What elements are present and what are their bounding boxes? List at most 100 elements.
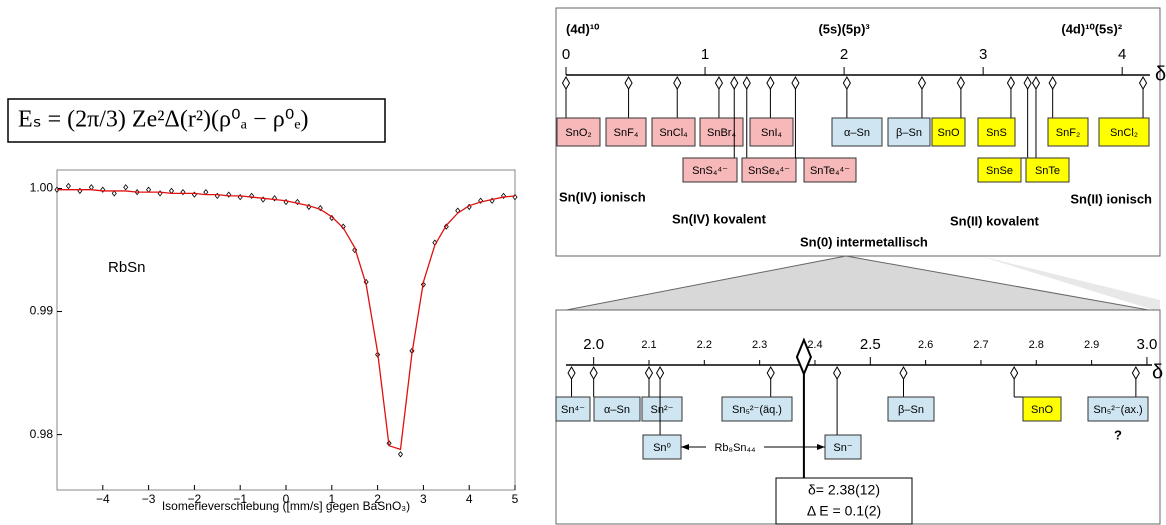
plot-frame: [56, 169, 516, 491]
compound-box: [699, 117, 744, 147]
compound-box: [977, 157, 1022, 183]
tick-label: 0: [562, 46, 570, 63]
compound-label: α–Sn: [604, 404, 630, 416]
configuration: (5s)(5p)³: [818, 21, 870, 36]
tick-label: 2.8: [1029, 339, 1044, 351]
compound-box: [749, 117, 794, 147]
compound-label: Sn⁻: [833, 442, 852, 454]
tick-label: 3.0: [1137, 336, 1158, 353]
formula-box: [7, 98, 386, 143]
compound-label: SnTe: [1035, 165, 1060, 177]
compound-box: [556, 117, 601, 147]
data-point: [65, 182, 71, 190]
x-tick-label: 0: [283, 492, 290, 506]
tick-label: 2.7: [973, 339, 988, 351]
fit-line: [57, 189, 516, 451]
x-tick-label: −3: [142, 492, 156, 506]
result-box: [775, 477, 913, 525]
x-tick-label: −1: [233, 492, 247, 506]
data-point: [272, 195, 278, 202]
x-tick-label: 4: [466, 492, 473, 506]
compound-box: [887, 396, 935, 422]
data-point: [397, 451, 404, 458]
compound-label: SnSe₄⁴⁻: [748, 165, 790, 177]
tick-label: 2.3: [752, 339, 767, 351]
compound-box: [1087, 396, 1149, 422]
data-point: [180, 189, 186, 196]
configuration: (4d)¹⁰(5s)²: [1061, 21, 1122, 36]
configuration: (4d)¹⁰: [566, 21, 600, 36]
data-point: [111, 190, 117, 197]
compound-box: [1047, 117, 1089, 147]
compound-box: [555, 396, 591, 422]
bridge-label: Rb₈Sn₄₄: [714, 442, 756, 454]
group-label: Sn(II) ionisch: [1070, 191, 1152, 206]
tick-label: 2.5: [860, 336, 881, 353]
tick-label: 2.1: [641, 339, 656, 351]
result-delta: δ= 2.38(12): [808, 482, 880, 498]
x-axis-label: Isomerieverschiebung ([mm/s] gegen BaSnO…: [162, 499, 410, 513]
zoom-edge: [555, 255, 847, 313]
zoom-band: [556, 256, 1160, 312]
compound-label: Sn⁰: [653, 442, 671, 454]
compound-box: [651, 117, 696, 147]
tick-label: 2.6: [918, 339, 933, 351]
compound-label: SnO: [1031, 404, 1053, 416]
compound-box: [642, 434, 682, 460]
x-tick-label: 5: [512, 492, 519, 506]
x-tick-label: 3: [420, 492, 427, 506]
compound-label: SnF₄: [614, 127, 639, 139]
tick-label: 2.9: [1084, 339, 1099, 351]
tick-label: 1: [701, 46, 709, 63]
tick-label: 2.2: [697, 339, 712, 351]
compound-label: SnTe₄⁴⁻: [810, 165, 850, 177]
compound-box: [977, 117, 1016, 147]
tick-label: 4: [1118, 46, 1126, 63]
data-point: [317, 205, 323, 212]
compound-box: [1098, 117, 1150, 147]
formula: Eₛ = (2π/3) Ze²Δ(r²)(ρ⁰ₐ − ρ⁰ₑ): [18, 107, 308, 133]
tick-label: 2.0: [583, 336, 604, 353]
x-tick-label: 1: [328, 492, 335, 506]
result-quadrupole: Δ E = 0.1(2): [807, 503, 881, 519]
y-tick-label: 0.98: [30, 427, 54, 441]
zoom-band: [980, 256, 1160, 312]
compound-box: [682, 157, 738, 183]
tick-label: 2: [840, 46, 848, 63]
y-tick-label: 0.99: [30, 304, 54, 318]
compound-label: Sn²⁻: [651, 404, 674, 416]
annotation: RbSn: [108, 259, 146, 276]
bridge-bg: [706, 440, 764, 456]
group-label: Sn(IV) ionisch: [559, 189, 646, 204]
axis-symbol: δ: [1152, 361, 1163, 383]
compound-label: SnO₂: [565, 127, 591, 139]
tick-label: 3: [979, 46, 987, 63]
question: ?: [1114, 427, 1122, 442]
compound-label: SnI₄: [761, 127, 783, 139]
zoom-edge: [845, 255, 1161, 313]
x-tick-label: −4: [96, 492, 110, 506]
x-tick-label: 2: [374, 492, 381, 506]
compound-label: Sn₅²⁻(ax.): [1093, 404, 1142, 416]
compound-label: SnF₂: [1056, 127, 1080, 139]
tick-label: 2.4: [807, 339, 822, 351]
compound-label: SnCl₄: [659, 127, 688, 139]
data-point: [123, 184, 129, 191]
x-tick-label: −2: [188, 492, 202, 506]
compound-label: SnS₄⁴⁻: [692, 165, 728, 177]
compound-box: [741, 157, 797, 183]
compound-label: β–Sn: [898, 404, 924, 416]
compound-box: [721, 396, 793, 422]
compound-label: SnCl₂: [1110, 127, 1138, 139]
compound-label: α–Sn: [844, 127, 870, 139]
compound-label: SnO: [937, 127, 959, 139]
compound-box: [803, 157, 857, 183]
y-tick-label: 1.00: [30, 181, 54, 195]
compound-label: Sn⁴⁻: [561, 404, 585, 416]
axis-symbol: δ: [1155, 63, 1166, 85]
compound-label: SnS: [986, 127, 1007, 139]
compound-box: [887, 117, 931, 147]
compound-box: [605, 117, 647, 147]
compound-label: SnSe: [986, 165, 1013, 177]
